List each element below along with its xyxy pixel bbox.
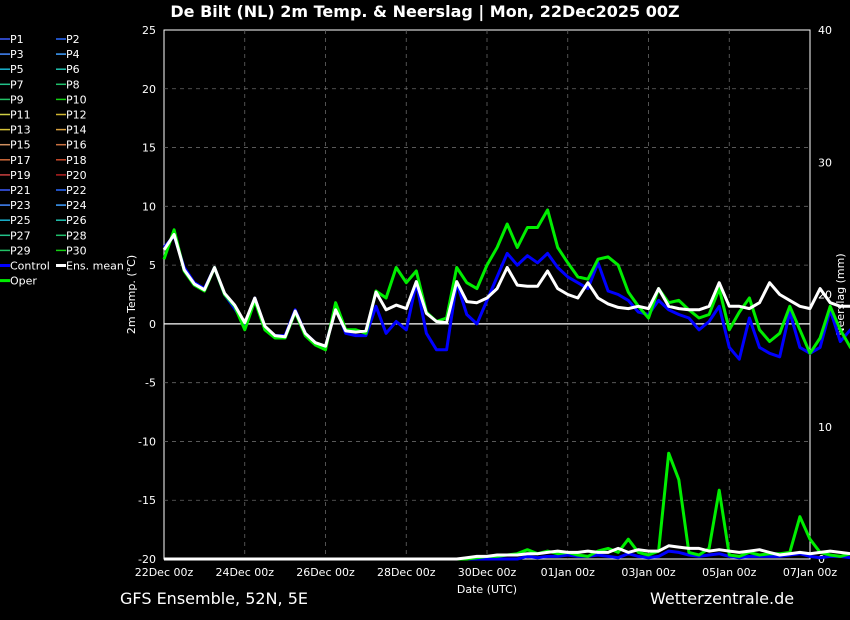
precip-line-oper <box>164 451 850 561</box>
y-right-tick-label: 40 <box>818 24 832 37</box>
legend-label: P17 <box>10 154 31 167</box>
y-left-tick-label: 0 <box>149 318 156 331</box>
y-left-tick-label: 20 <box>142 83 156 96</box>
y-right-tick-label: 0 <box>818 553 825 566</box>
temp-line-control <box>162 234 850 361</box>
legend-label: P7 <box>10 78 24 91</box>
y-right-tick-label: 10 <box>818 421 832 434</box>
legend-label: P27 <box>10 229 31 242</box>
legend-label: P20 <box>66 169 87 182</box>
y-left-tick-label: 25 <box>142 24 156 37</box>
legend-label: Ens. mean <box>66 260 124 273</box>
legend-label: P30 <box>66 244 87 257</box>
x-tick-label: 26Dec 00z <box>296 566 355 579</box>
legend-label: Oper <box>10 275 37 288</box>
legend-label: P28 <box>66 229 87 242</box>
legend-label: P29 <box>10 244 31 257</box>
y-left-tick-label: 5 <box>149 259 156 272</box>
legend-label: P2 <box>66 33 80 46</box>
legend-label: P24 <box>66 199 87 212</box>
legend-label: P12 <box>66 109 87 122</box>
x-tick-label: 24Dec 00z <box>215 566 274 579</box>
x-tick-label: 05Jan 00z <box>702 566 756 579</box>
legend-label: P22 <box>66 184 87 197</box>
source-label: Wetterzentrale.de <box>650 589 795 608</box>
y-right-axis-label: Neerslag (mm) <box>834 253 847 335</box>
y-left-tick-label: 15 <box>142 142 156 155</box>
legend-label: P23 <box>10 199 31 212</box>
x-tick-label: 03Jan 00z <box>621 566 675 579</box>
legend-label: P1 <box>10 33 24 46</box>
legend-label: P4 <box>66 48 80 61</box>
legend-label: P25 <box>10 214 31 227</box>
legend-label: P21 <box>10 184 31 197</box>
y-left-tick-label: 10 <box>142 200 156 213</box>
x-tick-label: 28Dec 00z <box>377 566 436 579</box>
y-left-tick-label: -15 <box>138 494 156 507</box>
x-tick-label: 07Jan 00z <box>783 566 837 579</box>
x-tick-label: 30Dec 00z <box>458 566 517 579</box>
legend-label: P16 <box>66 139 87 152</box>
legend-label: P6 <box>66 63 80 76</box>
x-axis-label: Date (UTC) <box>457 583 517 596</box>
legend-label: P5 <box>10 63 24 76</box>
x-tick-label: 01Jan 00z <box>541 566 595 579</box>
chart-title: De Bilt (NL) 2m Temp. & Neerslag | Mon, … <box>170 2 680 21</box>
precip-line-ens-mean <box>164 544 850 561</box>
legend-label: P19 <box>10 169 31 182</box>
temp-line-ens-mean <box>162 233 850 348</box>
legend-label: P15 <box>10 139 31 152</box>
y-left-tick-label: -10 <box>138 435 156 448</box>
y-right-tick-label: 30 <box>818 156 832 169</box>
y-left-tick-label: -20 <box>138 553 156 566</box>
y-left-axis-label: 2m Temp. (°C) <box>125 255 138 334</box>
y-left-tick-label: -5 <box>145 377 156 390</box>
legend-label: P9 <box>10 93 24 106</box>
legend-label: Control <box>10 260 50 273</box>
legend-label: P10 <box>66 93 87 106</box>
legend-label: P18 <box>66 154 87 167</box>
legend-label: P13 <box>10 124 31 137</box>
legend-label: P26 <box>66 214 87 227</box>
x-tick-label: 22Dec 00z <box>135 566 194 579</box>
legend-label: P8 <box>66 78 80 91</box>
legend-label: P11 <box>10 109 31 122</box>
legend-label: P14 <box>66 124 87 137</box>
model-label: GFS Ensemble, 52N, 5E <box>120 589 308 608</box>
legend-label: P3 <box>10 48 24 61</box>
